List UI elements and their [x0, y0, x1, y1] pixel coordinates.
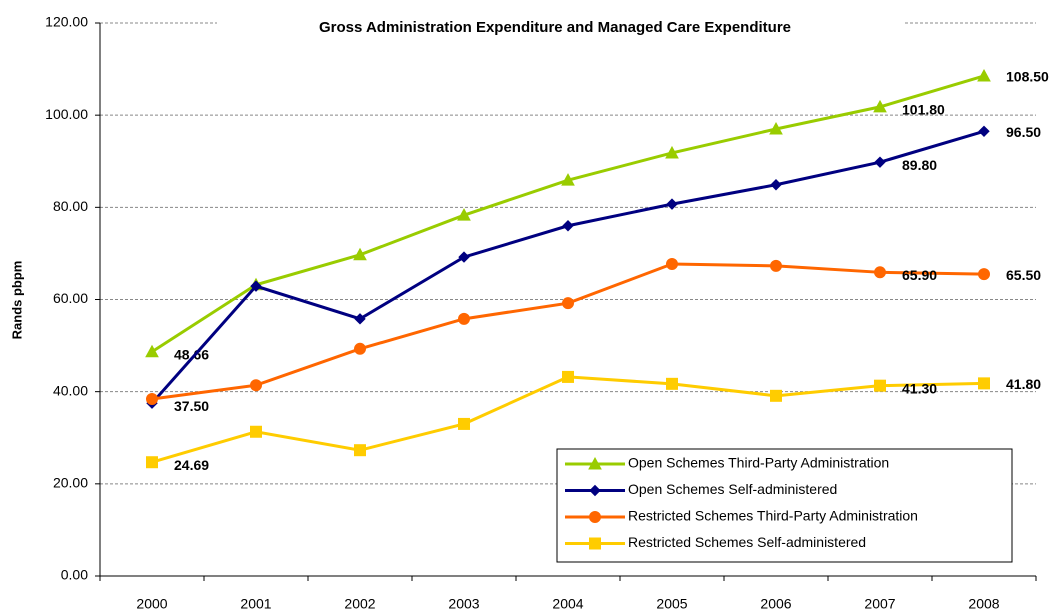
legend-marker: [589, 537, 601, 550]
data-point: [146, 393, 158, 406]
x-tick-label: 2008: [968, 596, 999, 612]
data-label: 101.80: [902, 102, 945, 118]
data-point: [666, 377, 678, 390]
data-point: [353, 247, 367, 261]
data-point: [458, 251, 470, 263]
data-point: [666, 198, 678, 210]
data-point: [145, 344, 159, 358]
x-tick-label: 2003: [448, 596, 479, 612]
x-tick-label: 2002: [344, 596, 375, 612]
data-point: [770, 389, 782, 402]
legend-marker: [589, 484, 601, 497]
legend-label: Restricted Schemes Third-Party Administr…: [628, 508, 918, 524]
data-label: 24.69: [174, 457, 209, 473]
chart-title: Gross Administration Expenditure and Man…: [319, 19, 791, 36]
data-point: [874, 266, 886, 279]
data-point: [666, 258, 678, 271]
data-point: [458, 312, 470, 325]
data-point: [250, 379, 262, 392]
data-point: [874, 156, 886, 168]
data-label: 65.50: [1006, 267, 1041, 283]
data-label: 89.80: [902, 157, 937, 173]
data-label: 41.80: [1006, 376, 1041, 392]
data-point: [562, 297, 574, 310]
data-point: [562, 220, 574, 232]
data-point: [250, 425, 262, 438]
legend-label: Open Schemes Third-Party Administration: [628, 455, 889, 471]
data-point: [562, 370, 574, 383]
x-tick-label: 2004: [552, 596, 583, 612]
series-line: [150, 129, 985, 405]
data-point: [770, 179, 782, 191]
y-tick-label: 120.00: [45, 14, 88, 30]
data-label: 37.50: [174, 398, 209, 414]
data-label: 108.50: [1006, 69, 1049, 85]
data-point: [977, 68, 991, 82]
series-line: [151, 74, 985, 354]
data-point: [250, 280, 262, 292]
legend-marker: [588, 456, 602, 470]
legend-marker: [589, 511, 601, 523]
y-axis-label: Rands pbpm: [9, 261, 24, 340]
data-point: [665, 145, 679, 159]
data-point: [561, 173, 575, 186]
data-point: [458, 417, 470, 430]
x-tick-label: 2007: [864, 596, 895, 612]
data-point: [978, 268, 990, 281]
data-point: [769, 121, 783, 135]
x-tick-label: 2001: [240, 596, 271, 612]
x-tick-label: 2005: [656, 596, 687, 612]
data-point: [978, 125, 990, 138]
legend-box: [556, 448, 1013, 563]
data-label: 65.90: [902, 267, 937, 283]
data-label: 41.30: [902, 380, 937, 396]
data-label: 96.50: [1006, 124, 1041, 140]
y-tick-label: 80.00: [53, 198, 88, 214]
data-point: [770, 259, 782, 272]
legend-label: Restricted Schemes Self-administered: [628, 534, 866, 550]
y-tick-label: 60.00: [53, 290, 88, 306]
data-point: [873, 99, 887, 113]
y-tick-label: 0.00: [61, 567, 88, 583]
y-tick-label: 40.00: [53, 382, 88, 398]
title-box: [217, 14, 903, 42]
data-point: [146, 456, 158, 469]
y-tick-label: 20.00: [53, 475, 88, 491]
data-point: [354, 342, 366, 355]
data-point: [457, 208, 471, 221]
legend-label: Open Schemes Self-administered: [628, 481, 837, 497]
data-point: [354, 444, 366, 457]
data-point: [874, 379, 886, 392]
x-tick-label: 2006: [760, 596, 791, 612]
data-point: [354, 313, 366, 325]
data-point: [978, 377, 990, 390]
x-tick-label: 2000: [136, 596, 167, 612]
y-tick-label: 100.00: [45, 106, 88, 122]
